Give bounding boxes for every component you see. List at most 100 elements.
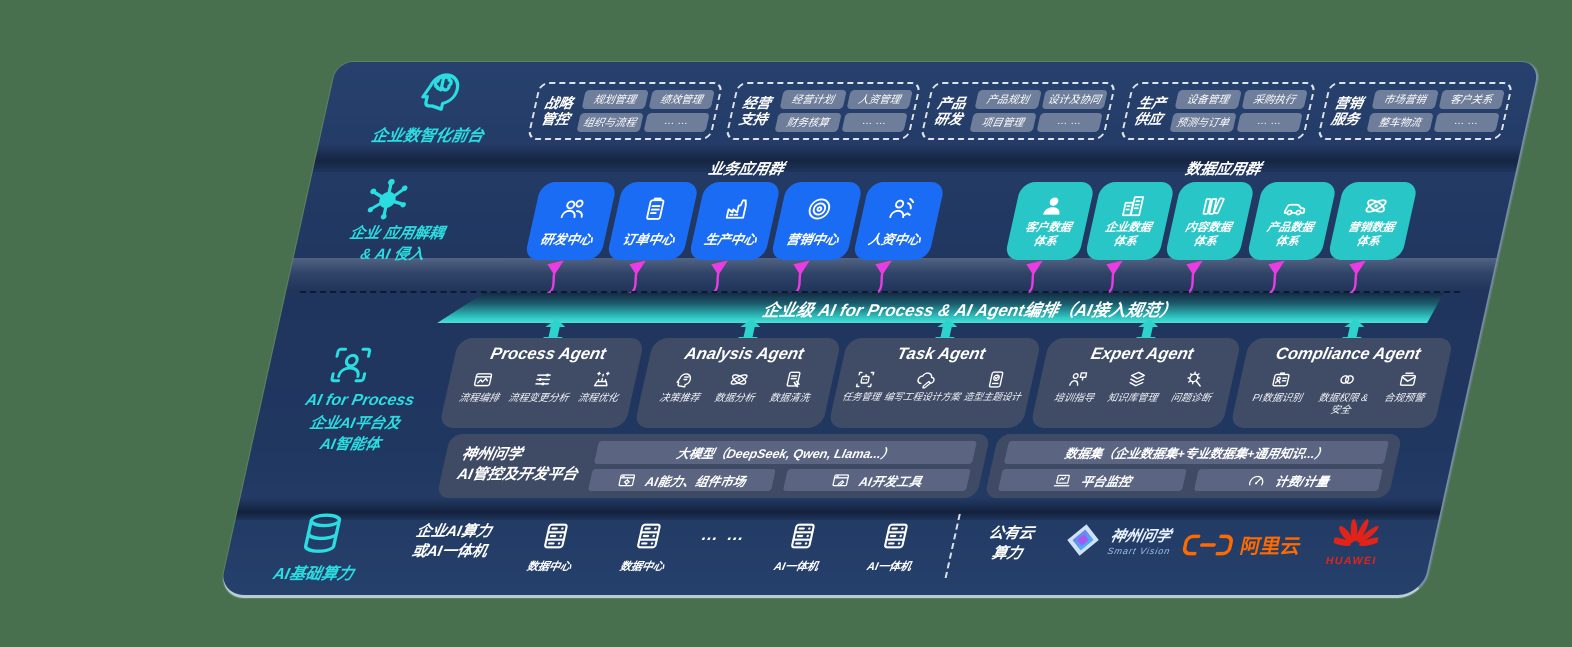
cell-billing-metering: 计费/计量 [1193, 469, 1383, 491]
layers-icon [1124, 369, 1150, 390]
pill: 市场营销 [1371, 90, 1439, 109]
vendor-smartvision: 神州问学 Smart Vision [1061, 522, 1177, 558]
agent-item: 任务管理 [841, 369, 887, 404]
group-name: 生产 供应 [1132, 94, 1168, 127]
team-icon [556, 195, 590, 223]
group-pills: 规划管理 绩效管理 组织与流程 … … [576, 90, 715, 132]
pill: 规划管理 [581, 90, 649, 109]
robot-grid-icon [853, 369, 879, 390]
data-box-marketing: 营销数据 体系 [1327, 182, 1419, 260]
server-icon [876, 520, 915, 552]
agent-box-process: Process Agent 流程编排 流程变更分析 流程优化 [438, 338, 645, 428]
laptop-icon [1051, 471, 1074, 490]
mentor-icon [1065, 369, 1091, 390]
data-box-content: 内容数据 体系 [1164, 182, 1256, 260]
agent-item: PI数据识别 [1251, 369, 1308, 405]
platform-box-right: 数据集（企业数据集+专业数据集+通用知识...） 平台监控 计费/计量 [984, 434, 1403, 498]
app-box-hr-center: 人资中心 [852, 182, 946, 260]
sliders-icon [530, 369, 556, 390]
front-group-marketing: 营销 服务 市场营销 客户关系 整车物流 … … [1316, 82, 1514, 140]
agent-item: 编写工程设计方案 [883, 369, 967, 404]
floor-divider-3 [235, 498, 1444, 520]
enterprise-compute-label: 企业AI算力 或AI一体机 [410, 523, 494, 561]
diagnose-icon [1182, 369, 1208, 390]
business-apps-title: 业务应用群 [706, 161, 786, 178]
diagram-slab: 企业数智化前台 企业 应用解耦 & AI 侵入 AI for Process 企… [218, 62, 1543, 598]
window-gear-icon [616, 471, 639, 490]
books-icon [1197, 193, 1229, 219]
pill: 经营计划 [779, 90, 847, 109]
server-label: AI一体机 [772, 561, 820, 573]
pill: 项目管理 [969, 113, 1037, 132]
pill: … … [1035, 113, 1103, 132]
platform-title: 神州问学 AI管控及开发平台 [455, 446, 580, 483]
smartvision-diamond-icon [1067, 524, 1099, 556]
pill: 绩效管理 [648, 90, 715, 109]
cloud-pen-icon [913, 369, 939, 390]
id-card-icon [1269, 369, 1295, 390]
pill: … … [1432, 113, 1500, 132]
access-boundary-dashed-line [299, 291, 1461, 293]
agent-item: 数据分析 [713, 369, 761, 405]
server-label: 数据中心 [618, 561, 666, 573]
group-name: 营销 服务 [1329, 94, 1365, 127]
pill: 财务核算 [774, 113, 842, 132]
scan-person-icon [325, 344, 376, 386]
dataset-bar: 数据集（企业数据集+专业数据集+通用知识...） [1003, 441, 1389, 464]
group-name: 战略 管控 [539, 94, 575, 127]
server-icon [629, 520, 668, 552]
public-cloud-label: 公有云 算力 [987, 525, 1036, 563]
vendor-alicloud: 阿里云 [1179, 530, 1304, 559]
molecule-icon [360, 176, 416, 222]
pill: 设计及协同 [1041, 90, 1108, 109]
server-label: AI一体机 [865, 561, 913, 573]
pill: 预测与订单 [1169, 113, 1237, 132]
agent-item: 合规预警 [1383, 369, 1431, 405]
gauge-icon [1245, 471, 1268, 490]
model-bar: 大模型（DeepSeek, Qwen, Llama...） [593, 441, 977, 464]
pill: 客户关系 [1438, 90, 1505, 109]
pill: 人资管理 [846, 90, 913, 109]
front-group-operations: 经营 支持 经营计划 人资管理 财务核算 … … [724, 82, 922, 140]
server-label: 数据中心 [525, 561, 573, 573]
agent-item: 知识库管理 [1106, 369, 1164, 405]
app-box-marketing-center: 营销中心 [770, 182, 864, 260]
person-icon [1037, 193, 1069, 219]
agent-box-compliance: Compliance Agent PI数据识别 数据权限 & 安全 合规预警 [1229, 338, 1454, 428]
pill: 组织与流程 [576, 113, 644, 132]
agent-item: 问题诊断 [1170, 369, 1218, 405]
car-icon [1279, 193, 1311, 219]
pill: … … [642, 113, 710, 132]
brain-icon [411, 68, 467, 114]
atom-icon [726, 369, 752, 390]
clipboard-icon [638, 195, 672, 223]
optimize-icon [589, 369, 615, 390]
group-pills: 产品规划 设计及协同 项目管理 … … [969, 90, 1108, 132]
pill: 整车物流 [1366, 113, 1434, 132]
compute-layer-label: AI基础算力 [271, 566, 356, 583]
front-office-label: 企业数智化前台 [369, 128, 486, 145]
group-name: 经营 支持 [737, 94, 773, 127]
group-pills: 经营计划 人资管理 财务核算 … … [774, 90, 913, 132]
group-pills: 市场营销 客户关系 整车物流 … … [1366, 90, 1505, 132]
atom-icon [1360, 193, 1392, 219]
building-icon [1117, 193, 1149, 219]
agent-item: 流程变更分析 [507, 369, 575, 405]
mail-alert-icon [1396, 369, 1422, 390]
card-check-icon [984, 369, 1010, 390]
pill: … … [840, 113, 908, 132]
front-group-strategy: 战略 管控 规划管理 绩效管理 组织与流程 … … [526, 82, 724, 140]
band-title: 企业级 AI for Process & AI Agent编排（AI接入规范） [760, 300, 1180, 320]
app-box-production-center: 生产中心 [688, 182, 782, 260]
agent-item: 流程编排 [458, 369, 506, 405]
database-icon [293, 510, 352, 558]
data-box-enterprise: 企业数据 体系 [1084, 182, 1176, 260]
factory-icon [720, 195, 754, 223]
target-icon [802, 195, 836, 223]
window-tool-icon [829, 471, 852, 490]
server-icon [536, 520, 575, 552]
flow-icon [470, 369, 496, 390]
agent-item: 数据清洗 [768, 369, 816, 405]
agent-item: 决策推荐 [658, 369, 706, 405]
